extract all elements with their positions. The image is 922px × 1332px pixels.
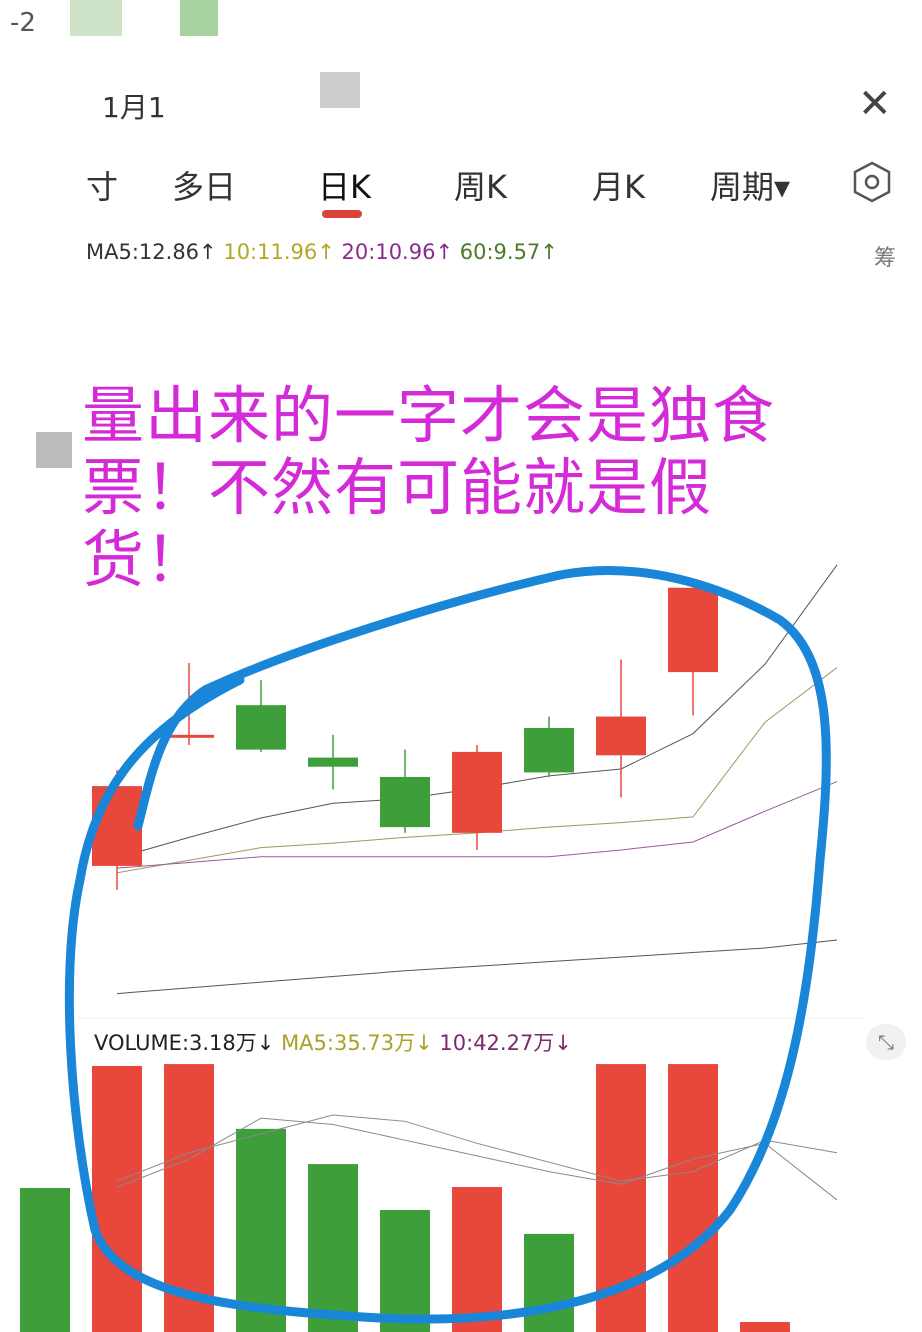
volume-bar [236, 1128, 286, 1332]
volume-bar [596, 1064, 646, 1332]
volume-ma5-value: MA5:35.73万↓ [281, 1031, 433, 1055]
volume-bar [452, 1187, 502, 1332]
active-tab-indicator [322, 210, 362, 218]
ma20-value: 20:10.96↑ [341, 240, 454, 264]
candle-body [668, 587, 718, 673]
volume-bar [740, 1322, 790, 1332]
candle-body [308, 757, 358, 767]
candle-body [452, 751, 502, 833]
ma10-value: 10:11.96↑ [223, 240, 335, 264]
tab-intraday[interactable]: 寸 [86, 168, 119, 206]
blurred-region [36, 432, 72, 468]
tab-daily-k[interactable]: 日K [318, 168, 371, 206]
ma-legend: MA5:12.86↑ 10:11.96↑ 20:10.96↑ 60:9.57↑ [86, 240, 558, 264]
volume-legend: VOLUME:3.18万↓ MA5:35.73万↓ 10:42.27万↓ [94, 1027, 572, 1057]
ma5-value: MA5:12.86↑ [86, 240, 217, 264]
ma-line-60 [116, 939, 838, 995]
blurred-region [70, 0, 122, 36]
tab-monthly-k[interactable]: 月K [592, 168, 645, 206]
chip-distribution-button[interactable]: 筹 [874, 246, 897, 271]
expand-icon[interactable]: ⤡ [866, 1024, 906, 1060]
volume-ma10-value: 10:42.27万↓ [439, 1031, 572, 1055]
stock-title: 1月1 [102, 91, 166, 124]
volume-value: VOLUME:3.18万↓ [94, 1031, 275, 1055]
annotation-text: 量出来的一字才会是独食票！不然有可能就是假货！ [82, 379, 776, 596]
volume-bar [668, 1064, 718, 1332]
blurred-region [320, 72, 360, 108]
blurred-region [180, 0, 218, 36]
volume-bar [92, 1065, 142, 1332]
volume-bar [380, 1209, 430, 1332]
hexagon-settings-icon[interactable] [852, 160, 892, 204]
tab-multi-day[interactable]: 多日 [172, 168, 237, 206]
tab-period-dropdown[interactable]: 周期▾ [710, 168, 791, 206]
candle-body [596, 716, 646, 756]
candle-body [524, 727, 574, 773]
candle-body [92, 786, 142, 866]
volume-ma-line-ma5 [116, 1114, 838, 1182]
candle-body [380, 776, 430, 828]
volume-bar [20, 1187, 70, 1332]
volume-bar [308, 1164, 358, 1332]
candle-body [164, 734, 214, 738]
status-partial: -2 [10, 8, 36, 38]
close-icon[interactable]: ✕ [858, 81, 892, 127]
ma60-value: 60:9.57↑ [459, 240, 558, 264]
volume-bar [164, 1064, 214, 1332]
tab-weekly-k[interactable]: 周K [454, 168, 507, 206]
volume-bar [524, 1233, 574, 1332]
candle-body [236, 705, 286, 750]
